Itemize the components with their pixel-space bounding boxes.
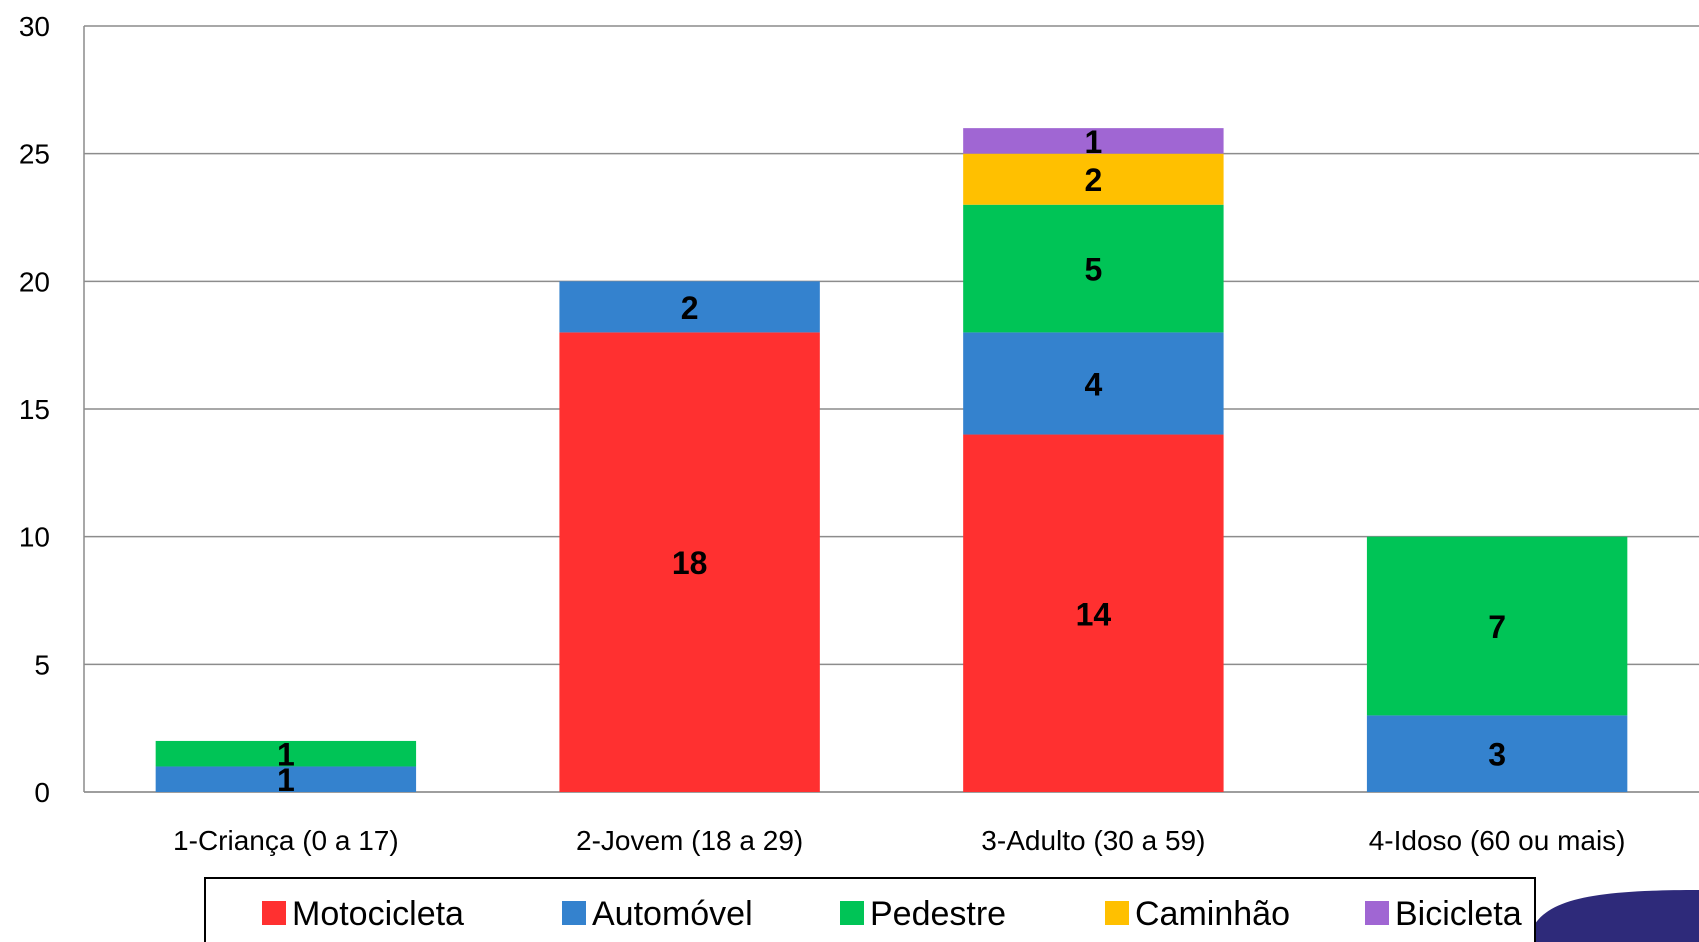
y-tick-label: 0 [34,777,50,808]
data-label: 7 [1488,609,1506,645]
legend-label: Caminhão [1135,895,1290,933]
y-tick-label: 5 [34,649,50,680]
legend-label: Bicicleta [1395,895,1522,933]
data-label: 2 [681,290,699,326]
legend-box [204,877,1536,942]
y-tick-label: 20 [19,266,50,297]
data-label: 1 [277,737,295,773]
data-label: 4 [1084,366,1102,402]
legend-swatch [840,901,864,925]
data-label: 3 [1488,737,1506,773]
bar-segment [559,281,820,333]
x-tick-label: 4-Idoso (60 ou mais) [1369,825,1626,856]
bar-segment [155,766,417,792]
data-label: 2 [1084,162,1102,198]
legend: Motocicleta Automóvel Pedestre Caminhão Bici… [204,877,1536,942]
y-tick-label: 30 [19,11,50,42]
x-axis-ticks: 1-Criança (0 a 17) 2-Jovem (18 a 29) 3-Adu… [173,825,1625,856]
bar-segment [963,128,1224,154]
bars [155,128,1628,792]
data-label: 18 [672,545,708,581]
y-tick-label: 15 [19,394,50,425]
x-tick-label: 1-Criança (0 a 17) [173,825,399,856]
bar-segment [963,434,1224,792]
y-tick-label: 10 [19,522,50,553]
bar-segment [963,153,1224,205]
y-tick-label: 25 [19,139,50,170]
bar-segment [963,204,1224,333]
legend-label: Pedestre [870,895,1006,933]
legend-label: Motocicleta [292,895,464,933]
bar-segment [1366,536,1628,716]
corner-decoration [1528,890,1699,942]
legend-swatch [1105,901,1129,925]
data-label: 1 [277,762,295,798]
data-label: 5 [1084,252,1102,288]
legend-swatch [562,901,586,925]
bar-segment [1366,715,1628,792]
bar-segment [155,740,417,767]
bar-segment [559,332,820,792]
legend-label: Automóvel [592,895,753,933]
y-axis-ticks: 0 5 10 15 20 25 30 [19,11,50,808]
data-label: 14 [1076,596,1112,632]
x-tick-label: 2-Jovem (18 a 29) [576,825,803,856]
legend-swatch [1365,901,1389,925]
legend-swatch [262,901,286,925]
x-tick-label: 3-Adulto (30 a 59) [981,825,1205,856]
data-label: 1 [1084,124,1102,160]
gridlines [83,25,1699,793]
bar-segment [963,332,1224,435]
